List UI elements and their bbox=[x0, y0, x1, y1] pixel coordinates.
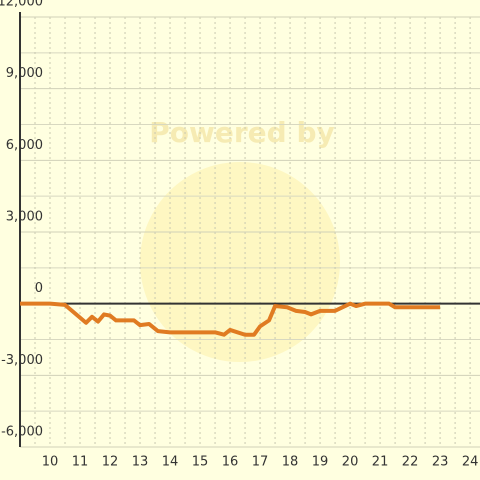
y-tick-label: -6,000 bbox=[1, 425, 43, 440]
x-tick-label: 11 bbox=[72, 455, 89, 470]
x-tick-label: 23 bbox=[432, 455, 449, 470]
x-tick-label: 24 bbox=[462, 455, 479, 470]
x-tick-label: 19 bbox=[312, 455, 329, 470]
data-line bbox=[20, 301, 441, 337]
y-tick-label: 12,000 bbox=[0, 0, 43, 10]
watermark: Powered by bbox=[149, 116, 335, 149]
x-tick-label: 16 bbox=[222, 455, 239, 470]
y-tick-label: 9,000 bbox=[6, 66, 43, 81]
x-tick-label: 15 bbox=[192, 455, 209, 470]
x-tick-label: 13 bbox=[132, 455, 149, 470]
x-tick-label: 14 bbox=[162, 455, 179, 470]
y-tick-label: -3,000 bbox=[1, 353, 43, 368]
x-tick-label: 21 bbox=[372, 455, 389, 470]
y-tick-label: 6,000 bbox=[6, 138, 43, 153]
x-tick-label: 18 bbox=[282, 455, 299, 470]
x-tick-label: 20 bbox=[342, 455, 359, 470]
x-tick-label: 10 bbox=[42, 455, 59, 470]
x-tick-label: 12 bbox=[102, 455, 119, 470]
y-tick-label: 3,000 bbox=[6, 210, 43, 225]
x-tick-label: 22 bbox=[402, 455, 419, 470]
y-tick-label: 0 bbox=[35, 281, 43, 296]
x-tick-label: 17 bbox=[252, 455, 269, 470]
